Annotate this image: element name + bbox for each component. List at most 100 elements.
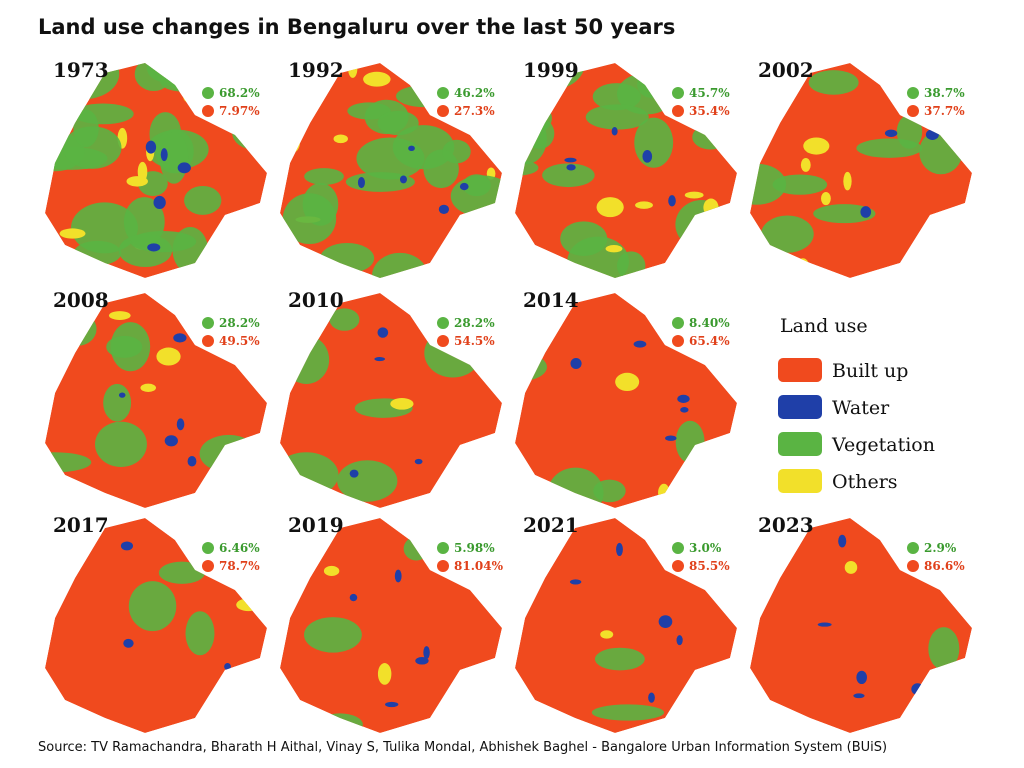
- vegetation-patch: [45, 452, 92, 473]
- water-body: [668, 195, 676, 207]
- vegetation-dot: [437, 87, 449, 99]
- other-patch: [800, 157, 811, 172]
- vegetation-patch: [320, 243, 375, 274]
- built-up-dot: [202, 560, 214, 572]
- map-body: [45, 63, 267, 278]
- other-patch: [703, 198, 719, 217]
- legend-swatch: [778, 395, 822, 419]
- water-body: [164, 435, 178, 447]
- year-label: 2010: [288, 288, 344, 312]
- built-up-dot: [907, 560, 919, 572]
- other-patch: [221, 491, 238, 506]
- year-label: 2008: [53, 288, 109, 312]
- vegetation-patch: [547, 467, 604, 508]
- water-body: [147, 243, 161, 252]
- vegetation-patch: [232, 115, 267, 150]
- vegetation-patch: [283, 335, 330, 385]
- year-label: 2023: [758, 513, 814, 537]
- other-patch: [323, 565, 340, 577]
- other-patch: [615, 372, 640, 392]
- other-patch: [527, 88, 539, 100]
- water-body: [176, 418, 185, 431]
- vegetation-patch: [316, 713, 363, 733]
- other-patch: [108, 311, 131, 320]
- vegetation-patch: [280, 452, 339, 498]
- water-body: [925, 129, 939, 140]
- vegetation-patch: [410, 293, 445, 313]
- water-body: [680, 407, 689, 413]
- water-body: [374, 357, 386, 362]
- water-body: [394, 569, 402, 583]
- other-patch: [600, 630, 614, 639]
- vegetation-patch: [813, 204, 876, 224]
- water-body: [564, 157, 577, 163]
- built-up-share: 65.4%: [689, 334, 730, 348]
- water-body: [642, 150, 653, 163]
- vegetation-dot: [202, 87, 214, 99]
- water-body: [838, 534, 847, 548]
- map-body: [45, 518, 267, 733]
- water-body: [414, 458, 423, 465]
- water-body: [676, 635, 683, 646]
- other-patch: [803, 137, 830, 155]
- water-body: [377, 327, 389, 338]
- water-body: [658, 615, 673, 629]
- vegetation-patch: [927, 222, 972, 247]
- vegetation-patch: [337, 460, 398, 502]
- vegetation-dot: [672, 542, 684, 554]
- vegetation-share: 28.2%: [454, 316, 495, 330]
- vegetation-patch: [403, 536, 429, 561]
- water-body: [153, 195, 166, 210]
- vegetation-patch: [73, 109, 99, 148]
- legend-label: Vegetation: [831, 434, 935, 456]
- vegetation-share: 8.40%: [689, 316, 730, 330]
- vegetation-share: 2.9%: [924, 541, 957, 555]
- vegetation-patch: [71, 202, 138, 254]
- vegetation-patch: [46, 309, 75, 347]
- vegetation-patch: [515, 352, 547, 382]
- vegetation-patch: [59, 262, 106, 278]
- other-patch: [333, 134, 348, 144]
- other-patch: [282, 131, 301, 154]
- map: [515, 518, 737, 733]
- vegetation-patch: [692, 124, 729, 150]
- other-patch: [658, 483, 670, 502]
- legend-swatch: [778, 432, 822, 456]
- other-patch: [99, 262, 108, 275]
- water-body: [120, 541, 134, 551]
- map: [45, 63, 267, 278]
- water-body: [177, 162, 191, 174]
- vegetation-patch: [106, 335, 143, 358]
- vegetation-share: 6.46%: [219, 541, 260, 555]
- other-patch: [183, 90, 203, 104]
- vegetation-patch: [675, 200, 728, 249]
- water-body: [856, 670, 867, 685]
- vegetation-patch: [616, 251, 646, 278]
- built-up-share: 37.7%: [924, 104, 965, 118]
- built-up-share: 49.5%: [219, 334, 260, 348]
- water-body: [385, 701, 399, 708]
- legend-title: Land use: [780, 315, 868, 337]
- water-body: [173, 333, 187, 343]
- water-body: [399, 175, 407, 184]
- other-patch: [596, 197, 624, 218]
- other-patch: [390, 398, 414, 410]
- vegetation-dot: [907, 87, 919, 99]
- vegetation-patch: [675, 420, 705, 464]
- vegetation-dot: [907, 542, 919, 554]
- legend-label: Water: [832, 397, 890, 419]
- map: [45, 518, 267, 733]
- water-body: [884, 129, 898, 137]
- built-up-share: 86.6%: [924, 559, 965, 573]
- vegetation-patch: [103, 383, 132, 422]
- year-label: 1973: [53, 58, 109, 82]
- water-body: [570, 357, 582, 370]
- vegetation-patch: [372, 252, 428, 278]
- legend-label: Built up: [832, 360, 908, 382]
- built-up-dot: [202, 335, 214, 347]
- vegetation-patch: [184, 185, 222, 215]
- water-body: [911, 683, 924, 695]
- vegetation-patch: [94, 421, 147, 467]
- vegetation-patch: [304, 168, 344, 185]
- other-patch: [156, 347, 181, 366]
